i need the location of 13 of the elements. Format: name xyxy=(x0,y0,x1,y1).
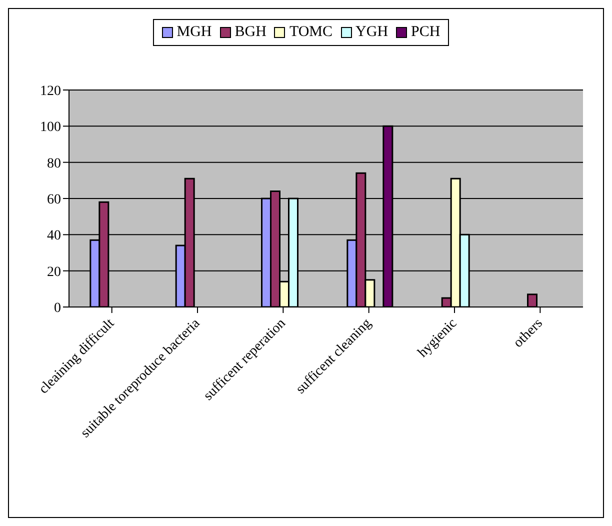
y-tick-label: 20 xyxy=(47,264,61,280)
legend-label: PCH xyxy=(410,24,440,41)
bar xyxy=(527,294,538,307)
y-tick-label: 120 xyxy=(40,84,61,99)
y-tick-label: 40 xyxy=(47,228,61,244)
y-tick-label: 80 xyxy=(47,156,61,172)
legend-label: YGH xyxy=(354,24,388,41)
legend-label: TOMC xyxy=(288,24,333,41)
y-tick-label: 0 xyxy=(54,300,61,316)
legend-label: BGH xyxy=(234,24,266,41)
legend-label: MGH xyxy=(176,24,212,41)
y-tick-label: 100 xyxy=(40,120,61,136)
y-tick-label: 60 xyxy=(47,192,61,208)
